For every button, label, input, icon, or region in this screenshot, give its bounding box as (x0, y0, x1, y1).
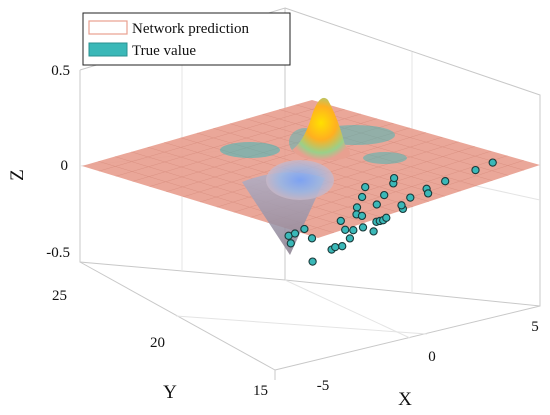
true-value-point (423, 189, 433, 198)
surface-mesh-line (262, 113, 493, 181)
legend-label-true-value: True value (132, 43, 196, 59)
grid-line (284, 279, 411, 339)
true-value-point (352, 203, 362, 212)
z-axis: 0.5 0 -0.5 Z (7, 63, 70, 261)
true-value-point (345, 234, 355, 243)
true-value-point (406, 193, 415, 202)
z-tick-label: -0.5 (46, 245, 70, 261)
true-value-point (331, 242, 340, 252)
true-value-point (372, 200, 381, 209)
surface-mesh-line (213, 128, 445, 197)
true-value-point (361, 182, 370, 192)
true-value-point (338, 242, 347, 251)
true-value-scatter (284, 158, 497, 266)
x-tick-label: -5 (317, 378, 330, 394)
true-value-point (307, 234, 317, 243)
teal-ripple (363, 152, 407, 164)
z-tick-label: 0.5 (51, 63, 70, 79)
x-axis-label: X (398, 389, 412, 410)
x-tick-label: 5 (531, 319, 539, 335)
true-value-point (357, 211, 367, 221)
surface-mesh-line (98, 104, 329, 172)
prediction-surface (82, 97, 540, 255)
y-tick-label: 25 (52, 288, 67, 304)
true-value-point (341, 225, 350, 234)
blue-blob (266, 160, 334, 200)
legend: Network prediction True value (82, 12, 291, 66)
x-tick-label: 0 (428, 349, 436, 365)
true-value-point (380, 190, 389, 200)
z-tick-label: 0 (61, 158, 69, 174)
true-value-point (290, 229, 300, 238)
x-axis: -5 0 5 X (317, 319, 539, 410)
true-value-point (389, 173, 399, 183)
true-value-point (300, 224, 309, 234)
true-value-point (397, 201, 406, 210)
grid-line (175, 315, 428, 335)
surface-mesh-line (114, 156, 350, 228)
y-axis-label: Y (163, 382, 177, 403)
legend-swatch-surface (88, 20, 128, 35)
true-value-point (382, 213, 391, 222)
true-value-point (369, 227, 378, 236)
surface-peak (292, 97, 350, 161)
surface-mesh-line (284, 155, 508, 228)
z-axis-label: Z (7, 169, 28, 181)
true-value-point (441, 177, 450, 186)
surface-mesh-line (246, 118, 477, 187)
true-value-point (349, 226, 358, 235)
legend-swatch-scatter (88, 42, 128, 57)
true-value-point (357, 192, 367, 202)
y-axis: 25 20 15 Y (52, 288, 268, 403)
true-value-point (286, 239, 295, 248)
true-value-point (336, 216, 345, 226)
legend-label-network-prediction: Network prediction (132, 21, 250, 37)
surface-mesh-line (115, 109, 345, 177)
teal-ripple (220, 142, 280, 158)
floor-front-edge (274, 305, 541, 371)
true-value-point (308, 257, 317, 266)
true-value-point (358, 223, 368, 232)
true-value-point (471, 165, 480, 175)
true-value-point (488, 158, 497, 167)
y-tick-label: 20 (150, 335, 165, 351)
y-tick-label: 15 (253, 383, 268, 399)
